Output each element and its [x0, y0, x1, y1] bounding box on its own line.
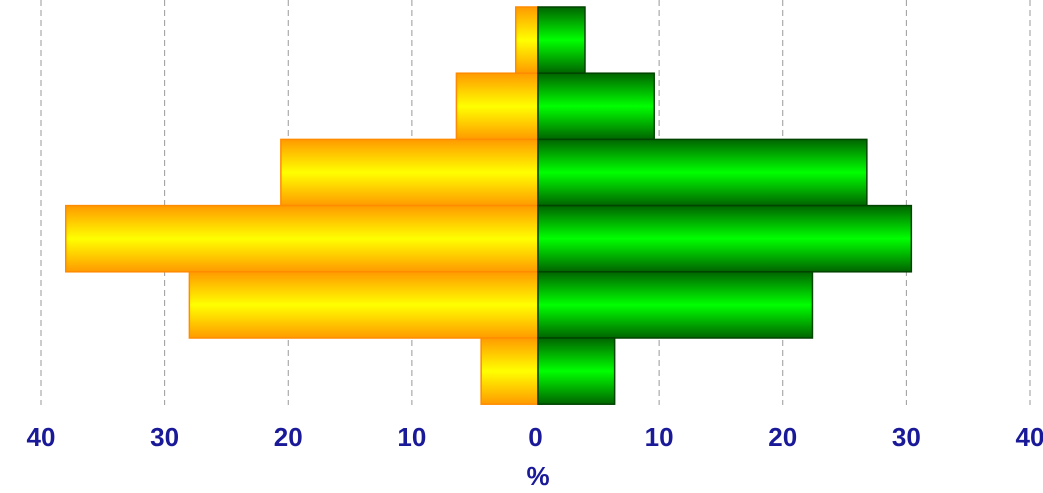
bars: [65, 6, 913, 405]
x-tick-label: 20: [274, 422, 303, 452]
bar-right-row-4: [537, 204, 913, 273]
bar-left-row-5: [188, 271, 539, 339]
bar-left-row-6: [480, 337, 539, 405]
bar-right-row-2: [537, 72, 655, 141]
x-tick-label: 30: [892, 422, 921, 452]
bar-right-row-3: [537, 138, 868, 207]
x-tick-label: 40: [1016, 422, 1043, 452]
x-tick-label: 40: [27, 422, 56, 452]
bar-left-row-1: [514, 6, 539, 74]
x-tick-label: 0: [528, 422, 542, 452]
x-tick-labels: 40 30 20 10 0 10 20 30 40: [27, 422, 1043, 452]
x-tick-label: 20: [768, 422, 797, 452]
bar-left-row-2: [455, 72, 539, 141]
x-axis-title: %: [526, 461, 549, 491]
bar-right-row-5: [537, 271, 814, 339]
x-tick-label: 30: [150, 422, 179, 452]
x-tick-label: 10: [645, 422, 674, 452]
x-tick-label: 10: [397, 422, 426, 452]
bar-left-row-4: [65, 204, 539, 273]
bar-right-row-6: [537, 337, 616, 405]
bar-left-row-3: [280, 138, 539, 207]
bar-right-row-1: [537, 6, 586, 74]
